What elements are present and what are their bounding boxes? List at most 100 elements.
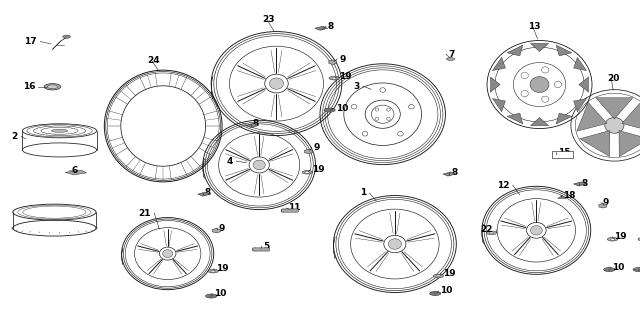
Polygon shape (573, 99, 586, 112)
Polygon shape (577, 102, 607, 131)
Ellipse shape (521, 72, 529, 78)
Ellipse shape (554, 81, 561, 88)
Ellipse shape (44, 84, 61, 90)
Ellipse shape (388, 239, 401, 249)
Polygon shape (580, 130, 610, 157)
Ellipse shape (521, 91, 529, 97)
Text: 3: 3 (353, 82, 360, 91)
Ellipse shape (605, 117, 624, 133)
Ellipse shape (214, 229, 219, 232)
Ellipse shape (429, 292, 441, 295)
Text: 10: 10 (440, 286, 452, 295)
Ellipse shape (380, 88, 385, 92)
Polygon shape (493, 99, 506, 112)
Polygon shape (329, 60, 337, 64)
Text: 18: 18 (563, 191, 576, 200)
Polygon shape (212, 228, 220, 233)
Ellipse shape (638, 237, 640, 241)
Ellipse shape (371, 105, 394, 123)
Ellipse shape (604, 268, 615, 271)
Ellipse shape (330, 61, 335, 63)
Ellipse shape (122, 218, 214, 290)
Text: 24: 24 (147, 56, 160, 65)
Polygon shape (599, 204, 607, 208)
Ellipse shape (487, 41, 592, 129)
Text: 22: 22 (480, 225, 493, 234)
Text: 8: 8 (328, 22, 334, 31)
Ellipse shape (387, 108, 390, 111)
Text: 12: 12 (497, 181, 509, 189)
Text: 9: 9 (219, 224, 225, 233)
Ellipse shape (408, 104, 414, 109)
Ellipse shape (332, 77, 337, 79)
Text: 21: 21 (138, 209, 151, 218)
Ellipse shape (252, 248, 257, 251)
Text: 4: 4 (227, 157, 233, 166)
Ellipse shape (320, 64, 445, 165)
Ellipse shape (269, 78, 284, 89)
Text: 13: 13 (528, 22, 541, 31)
Polygon shape (579, 77, 589, 92)
Polygon shape (573, 182, 586, 186)
FancyBboxPatch shape (552, 151, 573, 158)
Text: 19: 19 (443, 269, 456, 278)
Text: 16: 16 (22, 82, 35, 91)
Text: 1: 1 (360, 189, 366, 197)
Text: 19: 19 (216, 264, 228, 273)
Text: 6: 6 (72, 166, 78, 175)
Polygon shape (531, 43, 548, 52)
Text: 9: 9 (603, 198, 609, 207)
Ellipse shape (351, 104, 357, 109)
Text: 20: 20 (607, 74, 620, 83)
Ellipse shape (486, 231, 497, 235)
Ellipse shape (305, 171, 310, 173)
Ellipse shape (63, 35, 70, 38)
Ellipse shape (333, 196, 456, 293)
Ellipse shape (447, 58, 454, 60)
Polygon shape (619, 130, 640, 157)
Ellipse shape (302, 170, 312, 174)
Ellipse shape (531, 226, 542, 235)
Polygon shape (315, 26, 328, 30)
Ellipse shape (324, 108, 335, 112)
Text: 5: 5 (264, 242, 270, 251)
Text: 8: 8 (205, 189, 211, 197)
Text: 2: 2 (12, 132, 18, 141)
Text: 7: 7 (448, 50, 454, 59)
Ellipse shape (375, 117, 379, 120)
Text: 10: 10 (336, 104, 348, 113)
Polygon shape (558, 195, 566, 198)
FancyBboxPatch shape (282, 209, 298, 212)
Ellipse shape (541, 96, 549, 102)
Text: 8: 8 (253, 119, 259, 128)
Ellipse shape (306, 150, 311, 153)
Polygon shape (596, 98, 633, 119)
Ellipse shape (530, 77, 549, 93)
Ellipse shape (253, 160, 266, 170)
Polygon shape (507, 113, 523, 124)
Polygon shape (573, 57, 586, 70)
Ellipse shape (600, 204, 605, 207)
Ellipse shape (436, 275, 441, 277)
Ellipse shape (482, 186, 591, 274)
Polygon shape (490, 77, 500, 92)
Polygon shape (622, 102, 640, 131)
Text: 19: 19 (614, 232, 627, 241)
Polygon shape (531, 118, 548, 126)
Polygon shape (198, 192, 211, 196)
Text: 10: 10 (612, 263, 624, 271)
Polygon shape (443, 172, 456, 176)
Ellipse shape (211, 32, 342, 136)
Ellipse shape (607, 237, 618, 241)
Text: 19: 19 (339, 72, 352, 81)
Text: 15: 15 (558, 148, 571, 157)
Text: 17: 17 (24, 37, 37, 46)
Ellipse shape (610, 238, 615, 240)
Ellipse shape (203, 120, 316, 210)
Polygon shape (305, 149, 312, 154)
Ellipse shape (329, 76, 339, 80)
Ellipse shape (51, 129, 68, 132)
FancyBboxPatch shape (253, 248, 269, 251)
Ellipse shape (104, 70, 222, 182)
Polygon shape (507, 45, 523, 56)
